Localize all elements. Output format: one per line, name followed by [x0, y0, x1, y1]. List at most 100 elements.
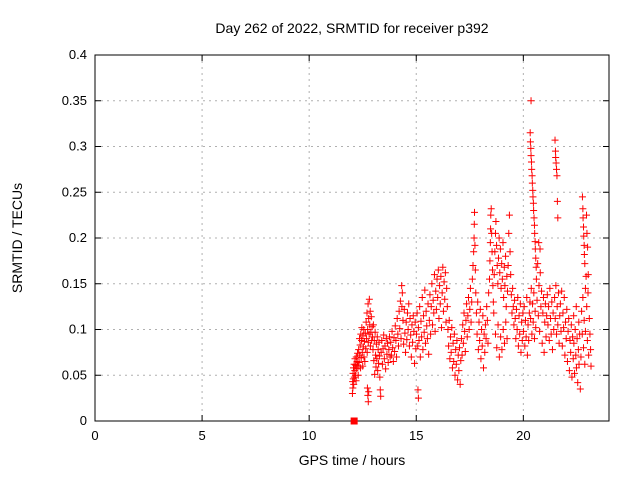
- data-point: [398, 282, 406, 290]
- data-point: [500, 293, 508, 301]
- data-point: [557, 327, 565, 335]
- data-point: [448, 324, 456, 332]
- data-point: [375, 359, 383, 367]
- data-point: [411, 359, 419, 367]
- x-tick-label: 15: [409, 428, 423, 443]
- data-point: [554, 321, 562, 329]
- data-point: [493, 344, 501, 352]
- data-point: [420, 328, 428, 336]
- data-point: [494, 321, 502, 329]
- data-point: [545, 303, 553, 311]
- data-point: [396, 297, 404, 305]
- data-point-square: [350, 417, 358, 425]
- data-point: [543, 312, 551, 320]
- data-point: [459, 321, 467, 329]
- data-point: [403, 309, 411, 317]
- data-point: [448, 364, 456, 372]
- data-point: [581, 284, 589, 292]
- gridlines: [95, 55, 609, 421]
- data-point: [396, 325, 404, 333]
- data-point: [397, 335, 405, 343]
- data-point: [483, 316, 491, 324]
- data-point: [516, 300, 524, 308]
- data-point: [387, 351, 395, 359]
- data-point: [529, 318, 537, 326]
- y-tick-label: 0.4: [69, 47, 87, 62]
- data-point: [499, 326, 507, 333]
- data-point: [395, 307, 403, 315]
- data-point: [587, 346, 595, 354]
- data-point: [580, 344, 588, 352]
- data-point: [436, 282, 444, 290]
- data-point: [471, 266, 479, 274]
- chart-title: Day 262 of 2022, SRMTID for receiver p39…: [215, 20, 488, 36]
- x-tick-label: 10: [302, 428, 316, 443]
- data-point: [585, 351, 593, 359]
- data-point: [388, 327, 396, 335]
- data-point: [375, 352, 383, 360]
- data-point: [505, 229, 513, 237]
- data-point: [526, 138, 534, 146]
- data-point: [438, 324, 446, 332]
- data-point: [498, 260, 506, 268]
- data-point: [369, 321, 377, 329]
- data-point: [429, 321, 437, 329]
- data-point: [556, 300, 564, 308]
- data-point: [370, 357, 378, 365]
- data-point: [488, 266, 496, 274]
- data-point: [528, 165, 536, 173]
- data-point: [551, 293, 559, 301]
- data-points: [348, 97, 595, 425]
- data-point: [487, 211, 495, 219]
- data-point: [520, 327, 528, 335]
- data-point: [495, 234, 503, 242]
- data-point: [584, 289, 592, 297]
- data-point: [349, 384, 357, 392]
- data-point: [571, 369, 579, 377]
- data-point: [459, 339, 467, 347]
- data-point: [562, 318, 570, 326]
- data-point: [579, 205, 587, 213]
- data-point: [577, 353, 585, 361]
- data-point: [526, 129, 534, 137]
- data-point: [368, 323, 376, 331]
- data-point: [417, 317, 425, 325]
- data-point: [440, 278, 448, 286]
- data-point: [450, 330, 458, 338]
- data-point: [584, 271, 592, 279]
- data-point: [477, 355, 485, 363]
- data-point: [418, 293, 426, 301]
- data-point: [426, 291, 434, 299]
- data-point: [499, 239, 507, 247]
- data-point: [496, 269, 504, 277]
- data-point: [509, 284, 517, 292]
- data-point: [371, 328, 379, 336]
- x-tick-label: 0: [91, 428, 98, 443]
- data-point: [528, 172, 536, 180]
- data-point: [366, 342, 374, 350]
- data-point: [382, 365, 390, 373]
- data-point: [583, 229, 591, 237]
- data-point: [418, 333, 426, 341]
- data-point: [507, 291, 515, 299]
- data-point: [422, 307, 430, 315]
- data-point: [528, 179, 536, 187]
- data-point: [362, 318, 370, 326]
- data-point: [500, 263, 508, 271]
- data-point: [377, 392, 385, 400]
- data-point: [518, 318, 526, 326]
- y-tick-label: 0.2: [69, 230, 87, 245]
- data-point: [482, 335, 490, 343]
- data-point: [575, 318, 583, 326]
- data-point: [530, 335, 538, 343]
- data-point: [564, 327, 572, 335]
- data-point: [531, 307, 539, 315]
- data-point: [446, 355, 454, 363]
- data-point: [384, 358, 392, 366]
- data-point: [538, 287, 546, 295]
- data-point: [416, 353, 424, 361]
- data-point: [472, 309, 480, 317]
- data-point: [576, 385, 584, 393]
- data-point: [405, 342, 413, 350]
